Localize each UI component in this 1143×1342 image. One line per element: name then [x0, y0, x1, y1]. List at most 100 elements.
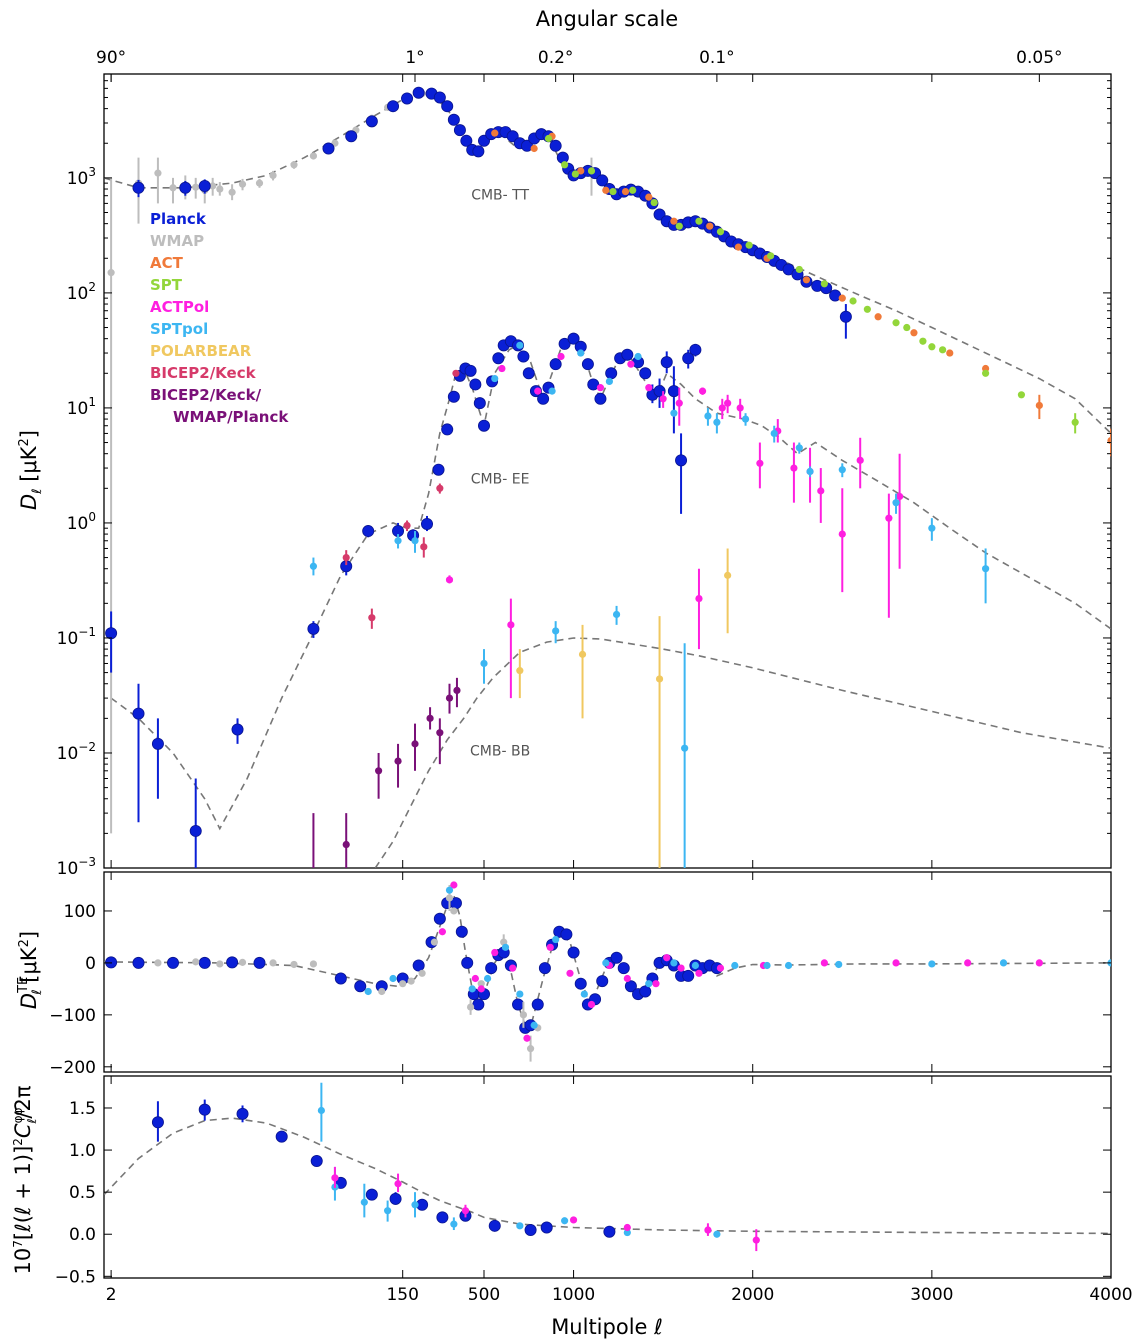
data-point: [770, 429, 778, 438]
top-tick-label: 90°: [96, 48, 126, 68]
data-point: [238, 180, 247, 188]
data-point: [464, 364, 477, 377]
data-point: [401, 92, 414, 105]
data-point: [561, 161, 569, 169]
y-tick-label: −0.5: [55, 1267, 96, 1287]
data-point: [192, 958, 200, 966]
data-point: [447, 390, 460, 403]
te-frame: [103, 871, 1112, 1073]
data-point: [461, 1207, 470, 1215]
data-point: [436, 1211, 449, 1224]
legend-entry: POLARBEAR: [150, 342, 252, 360]
data-point: [610, 951, 623, 964]
data-point: [166, 956, 179, 969]
data-point: [849, 297, 857, 305]
data-point: [645, 980, 653, 988]
data-point: [453, 686, 461, 694]
y-tick-label: 0.5: [69, 1183, 96, 1203]
data-point: [169, 184, 177, 192]
data-point: [596, 384, 605, 392]
data-point: [691, 961, 699, 970]
legend-entry: ACTPol: [150, 298, 209, 316]
data-point: [477, 980, 485, 988]
data-point: [863, 305, 871, 313]
legend-entry: SPTpol: [150, 320, 208, 338]
data-point: [623, 1223, 631, 1232]
data-point: [389, 974, 397, 983]
data-point: [275, 1130, 288, 1143]
top-axis-title: Angular scale: [536, 7, 678, 31]
legend-entry: SPT: [150, 276, 183, 294]
data-point: [790, 464, 798, 472]
data-point: [806, 467, 814, 476]
data-point: [519, 1011, 528, 1019]
data-point: [364, 987, 372, 996]
y-tick-label: 1.5: [69, 1099, 96, 1119]
data-point: [784, 961, 793, 970]
data-point: [577, 349, 585, 357]
data-point: [438, 928, 446, 936]
data-point: [309, 562, 318, 570]
data-point: [617, 962, 630, 975]
data-point: [655, 675, 664, 683]
data-point: [445, 886, 454, 894]
data-point: [623, 974, 631, 983]
data-point: [491, 948, 499, 957]
theory-curve-BB: [374, 637, 1111, 868]
data-point: [560, 928, 573, 941]
data-point: [670, 959, 678, 967]
data-point: [695, 594, 703, 603]
y-tick-label: 102: [67, 280, 96, 304]
data-point: [621, 348, 634, 361]
data-point: [795, 265, 803, 274]
data-point: [411, 1201, 419, 1209]
data-point: [473, 397, 486, 410]
data-point: [1071, 418, 1079, 426]
data-point: [557, 352, 565, 361]
data-point: [216, 185, 224, 193]
data-point: [724, 399, 732, 407]
data-point: [549, 358, 562, 371]
data-point: [331, 1174, 339, 1182]
y-tick-label: 10−1: [57, 625, 96, 649]
data-point: [362, 525, 375, 538]
data-point: [596, 174, 609, 187]
y-tick-label: 103: [67, 165, 96, 189]
data-point: [910, 329, 918, 337]
y-tick-label: −200: [49, 1058, 96, 1078]
data-point: [411, 537, 419, 545]
data-point: [718, 404, 726, 412]
data-point: [982, 565, 990, 573]
data-point: [602, 959, 610, 967]
data-point: [605, 377, 614, 386]
data-point: [670, 217, 678, 225]
data-point: [441, 423, 454, 436]
data-point: [461, 956, 474, 969]
data-point: [322, 142, 335, 155]
data-point: [603, 1225, 616, 1238]
data-point: [151, 737, 164, 750]
data-point: [154, 169, 162, 177]
data-point: [394, 1180, 402, 1188]
data-point: [394, 537, 402, 545]
top-tick-label: 1°: [405, 48, 424, 68]
lensing-frame: [103, 1075, 1112, 1279]
top-axis-ticks: 90° 1° 0.2° 0.1° 0.05°: [96, 48, 1063, 82]
data-point: [269, 171, 277, 180]
data-point: [639, 985, 652, 998]
data-point: [571, 170, 579, 178]
theory-curve-TT: [104, 90, 1111, 434]
data-point: [578, 650, 587, 658]
data-point: [498, 364, 506, 373]
data-point: [556, 151, 569, 164]
legend-entry: BICEP2/Keck/: [150, 386, 262, 404]
data-point: [310, 870, 317, 877]
data-point: [290, 161, 298, 169]
te-spectrum-panel: 100 0 −100 −200: [49, 871, 1112, 1078]
legend-entry: BICEP2/Keck: [150, 364, 257, 382]
data-point: [469, 378, 482, 391]
data-point: [1017, 391, 1026, 399]
data-point: [928, 960, 936, 968]
x-tick-label: 2000: [731, 1285, 774, 1305]
data-point: [874, 313, 882, 321]
